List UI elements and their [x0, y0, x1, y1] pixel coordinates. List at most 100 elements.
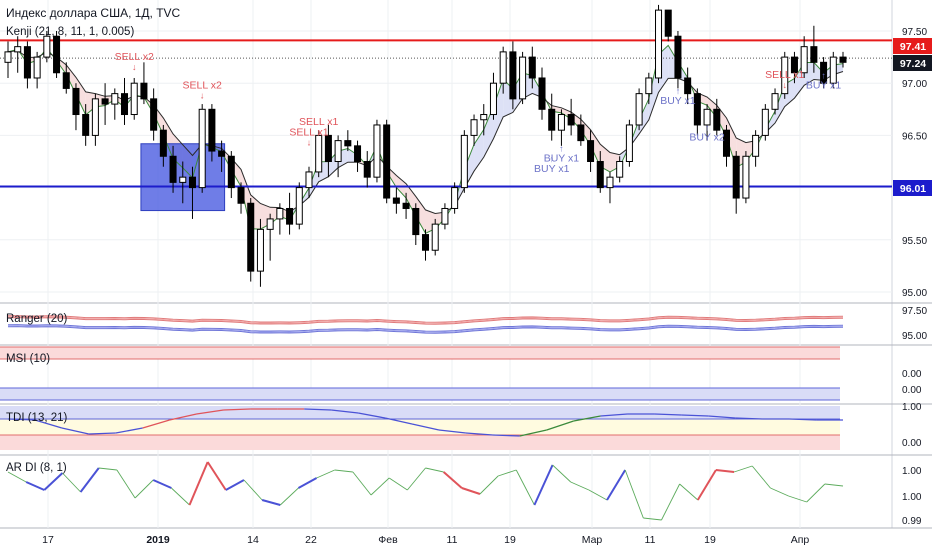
candle-body: [635, 93, 643, 126]
sell-arrow-icon: ↓: [316, 127, 321, 137]
signal-label: BUY x1: [660, 95, 696, 107]
ardi-line-segment: [116, 469, 136, 499]
price-tick-label: 97.50: [902, 27, 927, 38]
tdi-line-segment: [438, 429, 466, 434]
candle-body: [820, 61, 828, 84]
pane-tick-label: 0.99: [902, 516, 922, 527]
kenji-indicator-label: Kenji (21, 8, 11, 1, 0.005): [6, 26, 134, 38]
ardi-line-segment: [624, 469, 644, 519]
sell-arrow-icon: ↓: [782, 80, 787, 90]
candle-body: [499, 51, 507, 84]
candle-body: [179, 176, 187, 183]
signal-label: BUY x1: [544, 153, 580, 165]
sell-arrow-icon: ↓: [307, 137, 312, 147]
candle-body: [577, 124, 585, 142]
candle-body: [43, 35, 51, 58]
ardi-line-segment: [479, 475, 499, 495]
candle-body: [218, 150, 226, 157]
buy-arrow-icon: ↑: [705, 123, 710, 133]
ardi-line-segment: [788, 495, 807, 503]
ardi-line-segment: [515, 469, 535, 506]
candle-body: [810, 46, 818, 63]
ardi-line-segment: [43, 472, 64, 491]
ardi-line-segment: [715, 469, 735, 473]
ranger-band-line: [7, 325, 844, 333]
tdi-line-segment: [88, 432, 116, 435]
candle-body: [587, 140, 595, 162]
candle-body: [839, 56, 847, 63]
ardi-line-segment: [352, 471, 372, 496]
candle-body: [33, 56, 41, 79]
candle-body: [645, 77, 653, 95]
candle-body: [519, 56, 527, 100]
ardi-line-segment: [661, 483, 681, 521]
buy-arrow-icon: ↑: [549, 154, 554, 164]
tdi-line-segment: [573, 415, 601, 422]
blue-level-price-tag: 96.01: [893, 180, 932, 196]
candle-body: [62, 72, 70, 89]
candle-body: [655, 9, 663, 79]
price-tick-label: 95.50: [902, 236, 927, 247]
candle-body: [451, 187, 459, 209]
ardi-line-segment: [261, 499, 281, 506]
candle-body: [295, 187, 303, 225]
time-tick-label: 19: [504, 534, 516, 546]
candle-body: [548, 108, 556, 131]
tdi-line-segment: [465, 432, 493, 436]
red-level-price-tag: 97.41: [893, 38, 932, 54]
candle-body: [392, 197, 400, 204]
chart-title: Индекс доллара США, 1Д, TVC: [6, 6, 181, 20]
tdi-line-segment: [411, 423, 440, 431]
signal-label: SELL x2: [183, 79, 222, 91]
candle-body: [470, 119, 478, 136]
sell-arrow-icon: ↓: [132, 62, 137, 72]
current-price-tag: 97.24: [893, 55, 932, 71]
ardi-line-segment: [643, 517, 662, 521]
tdi-line-segment: [61, 427, 89, 435]
ardi-line-segment: [679, 483, 699, 501]
candle-body: [82, 114, 90, 136]
candle-body: [14, 46, 22, 53]
signal-label: BUY x2: [689, 132, 725, 144]
tdi-line-segment: [384, 417, 413, 425]
candle-body: [334, 140, 342, 162]
ardi-line-segment: [606, 469, 627, 501]
tdi-line-segment: [600, 413, 628, 417]
candle-body: [208, 108, 216, 152]
candle-body: [256, 228, 264, 272]
candle-body: [664, 9, 672, 37]
kenji-slow-line: [7, 50, 844, 215]
tdi-line-segment: [654, 413, 682, 416]
candle-body: [616, 161, 624, 178]
msi-lower-zone: [0, 388, 840, 400]
tdi-line-segment: [492, 434, 520, 437]
candle-body: [247, 202, 255, 272]
ardi-line-segment: [279, 487, 299, 506]
pane-tick-label: 1.00: [902, 402, 922, 413]
candle-body: [402, 202, 410, 209]
price-tick-label: 95.00: [902, 288, 927, 299]
candle-body: [159, 129, 167, 157]
signal-label: SELL x1: [765, 69, 804, 81]
candle-body: [354, 145, 362, 162]
ardi-line-segment: [152, 479, 172, 489]
time-tick-label: 2019: [146, 534, 170, 546]
candle-body: [286, 207, 294, 225]
ardi-line-segment: [570, 481, 590, 491]
ardi-line-segment: [533, 464, 554, 506]
tdi-middle-zone: [0, 419, 840, 435]
candle-body: [742, 155, 750, 199]
signal-label: SELL x1: [299, 116, 338, 128]
candle-body: [509, 51, 517, 100]
candle-body: [421, 234, 430, 251]
candle-body: [363, 161, 371, 178]
candle-body: [480, 114, 488, 121]
sell-arrow-icon: ↓: [200, 90, 205, 100]
msi-pane-label: MSI (10): [6, 353, 50, 365]
tdi-line-segment: [681, 414, 709, 417]
ranger-pane-label: Ranger (20): [6, 313, 68, 325]
tdi-line-segment: [789, 418, 817, 421]
tdi-line-segment: [34, 419, 63, 429]
